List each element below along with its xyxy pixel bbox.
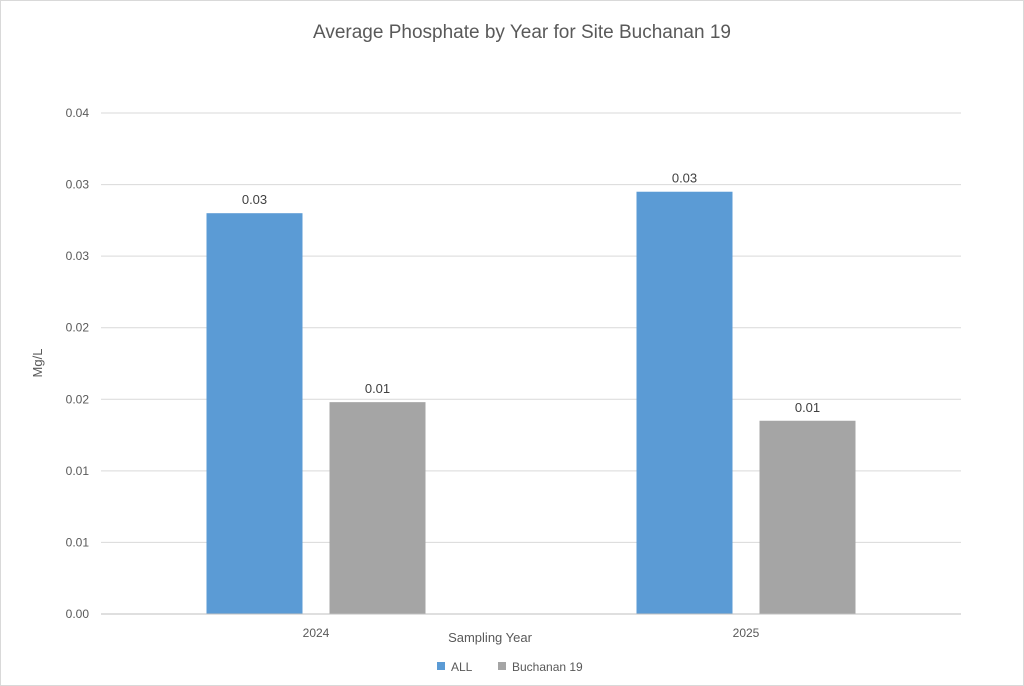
bar-buchanan-19-2024: [329, 402, 426, 614]
y-tick-label: 0.02: [66, 392, 90, 406]
data-label: 0.03: [242, 192, 267, 207]
bar-buchanan-19-2025: [759, 420, 856, 614]
data-label: 0.01: [795, 400, 820, 415]
data-labels: 0.03 0.01 0.03 0.01: [242, 171, 820, 415]
x-axis-title: Sampling Year: [448, 630, 533, 645]
y-tick-label: 0.04: [66, 106, 90, 120]
x-axis-ticks: 2024 2025: [303, 626, 760, 640]
legend-label: Buchanan 19: [512, 660, 583, 674]
legend: ALL Buchanan 19: [437, 660, 583, 674]
y-tick-label: 0.02: [66, 321, 90, 335]
bars: [206, 191, 856, 614]
y-tick-label: 0.01: [66, 464, 90, 478]
legend-swatch: [498, 662, 506, 670]
legend-swatch: [437, 662, 445, 670]
y-tick-label: 0.03: [66, 249, 90, 263]
y-tick-label: 0.03: [66, 178, 90, 192]
y-tick-label: 0.00: [66, 607, 90, 621]
data-label: 0.01: [365, 381, 390, 396]
x-tick-label: 2025: [733, 626, 760, 640]
legend-label: ALL: [451, 660, 473, 674]
x-tick-label: 2024: [303, 626, 330, 640]
y-axis-ticks: 0.00 0.01 0.01 0.02 0.02 0.03 0.03 0.04: [66, 106, 90, 621]
bar-all-2025: [636, 191, 733, 614]
bar-all-2024: [206, 213, 303, 614]
y-axis-title: Mg/L: [30, 349, 45, 378]
y-tick-label: 0.01: [66, 535, 90, 549]
data-label: 0.03: [672, 171, 697, 186]
chart-title: Average Phosphate by Year for Site Bucha…: [313, 22, 731, 43]
